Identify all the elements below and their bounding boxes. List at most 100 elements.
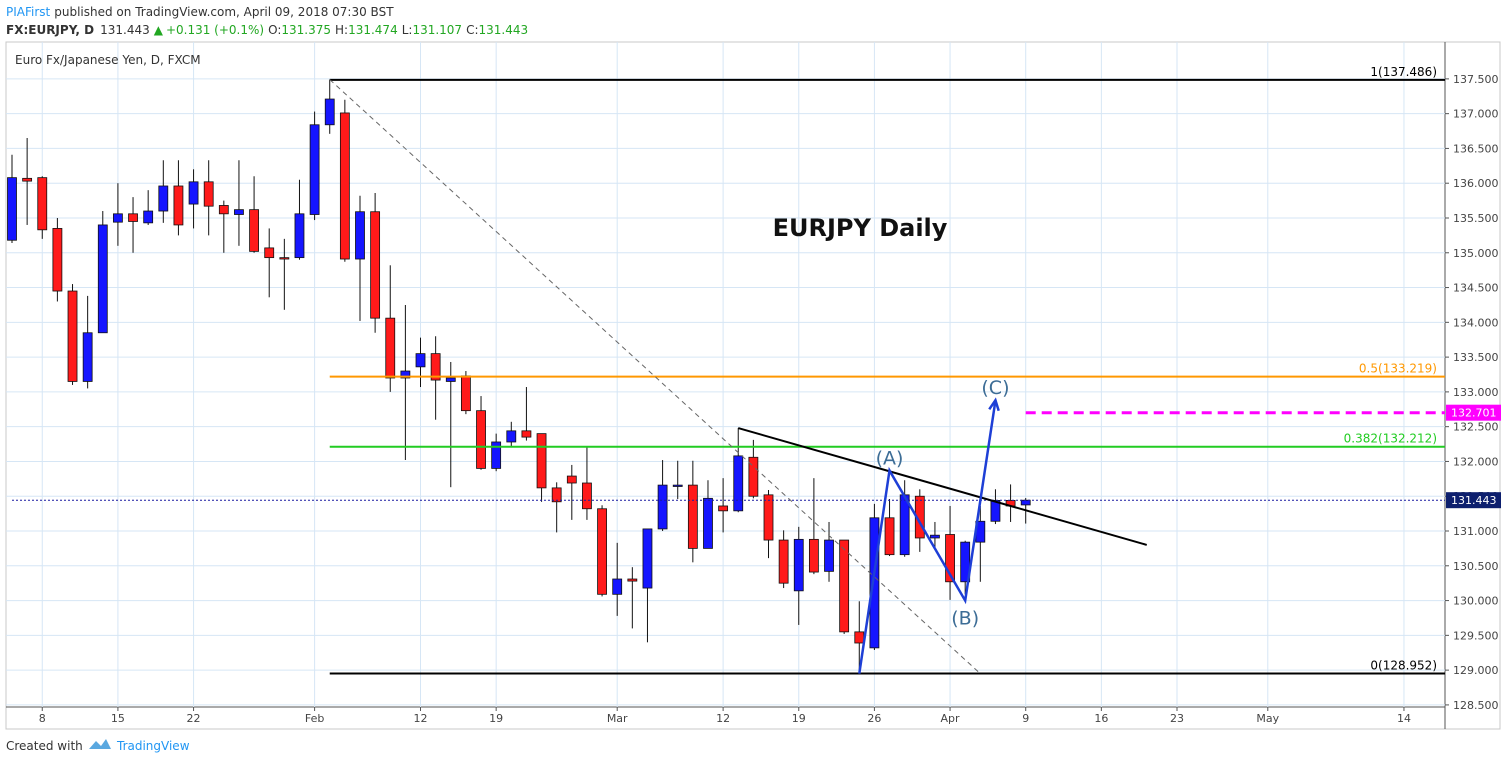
y-tick-label: 130.500 xyxy=(1453,560,1499,573)
candle-body xyxy=(778,539,789,584)
x-tick-label: Feb xyxy=(305,712,324,725)
candle-body xyxy=(370,211,381,319)
header-line-2: FX:EURJPY, D 131.443 ▲ +0.131 (+0.1%) O:131.… xyxy=(6,23,528,37)
candle-body xyxy=(793,538,804,592)
y-tick-label: 129.500 xyxy=(1453,629,1499,642)
candle-body xyxy=(476,410,486,469)
candle-body xyxy=(113,213,123,223)
change: +0.131 (+0.1%) xyxy=(166,23,264,37)
wave-label: (C) xyxy=(981,377,1009,399)
y-tick-label: 135.500 xyxy=(1453,212,1499,225)
candle-body xyxy=(1020,499,1031,506)
header-line-1: PIAFirst published on TradingView.com, Ap… xyxy=(6,5,394,19)
y-tick-label: 131.000 xyxy=(1453,525,1499,538)
open-value: 131.375 xyxy=(281,23,331,37)
y-tick-label: 128.500 xyxy=(1453,699,1499,712)
candle-body xyxy=(143,210,154,224)
change-arrow: ▲ xyxy=(154,23,164,37)
y-tick-label: 134.000 xyxy=(1453,316,1499,329)
candle-body xyxy=(521,430,532,438)
candle-body xyxy=(990,500,1001,522)
published: published on TradingView.com, April 09, … xyxy=(54,5,394,19)
candle-body xyxy=(460,375,471,412)
y-tick-label: 137.500 xyxy=(1453,73,1499,86)
candle-body xyxy=(279,257,290,260)
candle-body xyxy=(945,534,955,583)
candle-body xyxy=(657,484,668,530)
candle-body xyxy=(249,209,259,252)
x-tick-label: 19 xyxy=(792,712,806,725)
x-tick-label: 22 xyxy=(187,712,201,725)
candle-body xyxy=(869,517,880,649)
candle-body xyxy=(582,482,592,510)
candle-body xyxy=(566,475,577,484)
level-label: 0(128.952) xyxy=(1370,658,1437,672)
candle-body xyxy=(309,124,320,215)
candle-body xyxy=(506,430,517,443)
candle-body xyxy=(188,181,199,205)
candle-body xyxy=(430,353,441,381)
x-tick-label: 19 xyxy=(489,712,503,725)
candle-body xyxy=(82,332,93,382)
candle-body xyxy=(672,484,683,487)
candle-body xyxy=(203,181,214,207)
y-tick-label: 136.500 xyxy=(1453,142,1499,155)
footer-logo[interactable] xyxy=(89,739,111,749)
candle-body xyxy=(536,433,547,489)
candle-body xyxy=(930,534,940,539)
candle-body xyxy=(7,177,17,241)
x-tick-label: 12 xyxy=(716,712,730,725)
close-value: 131.443 xyxy=(478,23,528,37)
plot xyxy=(7,79,1031,674)
last-price: 131.443 xyxy=(100,23,150,37)
open-label: O: xyxy=(268,23,281,37)
candle-body xyxy=(687,484,698,549)
candle-body xyxy=(491,441,502,469)
candle-body xyxy=(748,456,759,497)
candle-body xyxy=(173,185,184,226)
footer-brand[interactable]: TradingView xyxy=(116,739,190,753)
candle-body xyxy=(612,578,623,595)
candle-body xyxy=(415,353,426,368)
wave-path xyxy=(858,400,997,674)
x-tick-label: 23 xyxy=(1170,712,1184,725)
candle-body xyxy=(642,528,653,589)
candle-body xyxy=(854,631,865,644)
candle-body xyxy=(385,317,396,379)
x-tick-label: 14 xyxy=(1397,712,1411,725)
y-tick-label: 132.500 xyxy=(1453,421,1499,434)
grid: 128.500 129.000 129.500 130.000 130.500 131.0… xyxy=(6,42,1499,725)
wave-arrowhead xyxy=(988,397,1000,412)
candle-body xyxy=(808,538,819,573)
high-label: H: xyxy=(335,23,348,37)
close-label: C: xyxy=(466,23,478,37)
author[interactable]: PIAFirst xyxy=(6,5,51,19)
y-tick-label: 133.500 xyxy=(1453,351,1499,364)
candle-body xyxy=(128,213,138,222)
x-tick-label: 8 xyxy=(39,712,46,725)
y-tick-label: 134.500 xyxy=(1453,282,1499,295)
overlay: 1(137.486) 0.5(133.219) 0.382(132.212) 0(12… xyxy=(12,65,1501,675)
y-tick-label: 137.000 xyxy=(1453,108,1499,121)
x-tick-label: Apr xyxy=(941,712,961,725)
trend-line xyxy=(329,79,981,674)
low-value: 131.107 xyxy=(412,23,462,37)
candle-body xyxy=(67,290,78,382)
candle-body xyxy=(264,247,275,259)
y-tick-label: 133.000 xyxy=(1453,386,1499,399)
high-value: 131.474 xyxy=(348,23,398,37)
candle-body xyxy=(234,209,244,215)
trend-line xyxy=(737,427,1148,546)
x-tick-label: 26 xyxy=(867,712,881,725)
candle-body xyxy=(627,578,638,582)
y-tick-label: 130.000 xyxy=(1453,595,1499,608)
wave-label: (A) xyxy=(876,447,904,469)
y-tick-label: 132.000 xyxy=(1453,455,1499,468)
candle-body xyxy=(22,177,33,182)
price-tag xyxy=(1446,492,1501,509)
candle-body xyxy=(551,487,562,503)
candle-body xyxy=(158,185,169,212)
footer-created: Created with xyxy=(6,739,83,753)
price-tag-label: 131.443 xyxy=(1451,494,1497,507)
